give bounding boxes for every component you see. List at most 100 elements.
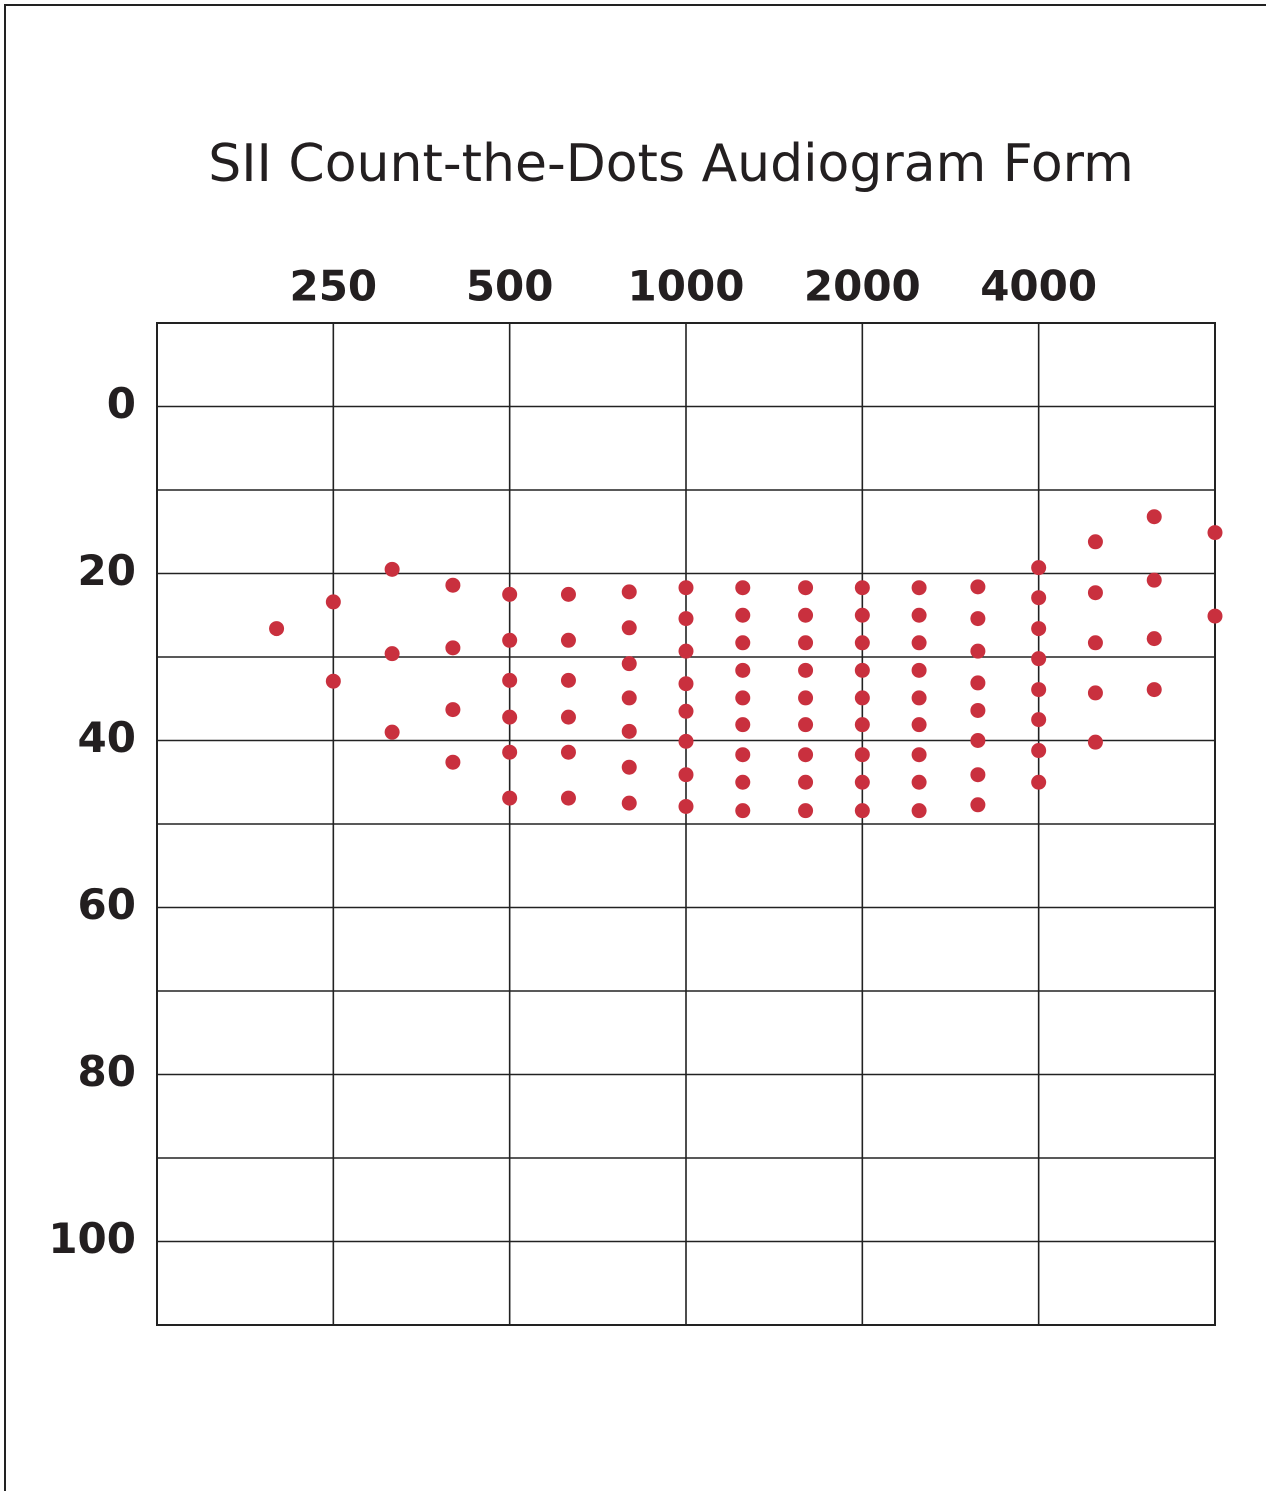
dot xyxy=(854,747,870,763)
dot xyxy=(678,611,694,627)
dot xyxy=(854,580,870,596)
dot xyxy=(854,803,870,819)
dot xyxy=(678,703,694,719)
dot xyxy=(445,577,461,593)
chart-title: SII Count-the-Dots Audiogram Form xyxy=(208,134,1134,194)
dot xyxy=(854,662,870,678)
dot xyxy=(502,709,518,725)
dot xyxy=(560,744,576,760)
dot xyxy=(735,803,751,819)
dot xyxy=(970,579,986,595)
dot xyxy=(445,754,461,770)
dot xyxy=(384,561,400,577)
dot xyxy=(1031,560,1047,576)
dot xyxy=(325,673,341,689)
dot xyxy=(911,635,927,651)
dot xyxy=(678,733,694,749)
dot xyxy=(560,790,576,806)
dot xyxy=(911,747,927,763)
dot xyxy=(854,774,870,790)
y-tick-label: 0 xyxy=(107,379,136,428)
dot xyxy=(445,640,461,656)
dot xyxy=(678,798,694,814)
dot xyxy=(970,611,986,627)
dot xyxy=(1146,509,1162,525)
y-tick-label: 60 xyxy=(78,880,136,929)
y-tick-label: 100 xyxy=(48,1214,136,1263)
dot xyxy=(1087,734,1103,750)
dot xyxy=(1031,743,1047,759)
dot xyxy=(1031,621,1047,637)
dot xyxy=(970,733,986,748)
dot xyxy=(911,662,927,678)
dot xyxy=(911,774,927,790)
dot xyxy=(502,672,518,688)
dot xyxy=(911,607,927,623)
dot xyxy=(798,662,814,678)
dot xyxy=(854,690,870,706)
dot xyxy=(1087,635,1103,651)
dot xyxy=(1031,774,1047,790)
dot xyxy=(1146,682,1162,698)
dot xyxy=(1207,608,1223,624)
dot xyxy=(1031,712,1047,728)
dot xyxy=(798,774,814,790)
dot xyxy=(1146,631,1162,647)
dot xyxy=(911,690,927,706)
dot xyxy=(1087,534,1103,550)
dot xyxy=(621,584,637,600)
dot xyxy=(854,717,870,733)
dot xyxy=(1031,651,1047,667)
dot xyxy=(970,643,986,659)
x-tick-label: 500 xyxy=(466,262,554,311)
dot xyxy=(970,797,986,813)
y-tick-label: 80 xyxy=(78,1047,136,1096)
dot xyxy=(502,586,518,602)
dot xyxy=(970,675,986,691)
dot xyxy=(1031,682,1047,698)
dot xyxy=(798,635,814,651)
dot xyxy=(735,580,751,596)
y-tick-label: 40 xyxy=(78,713,136,762)
dot xyxy=(1087,685,1103,701)
dot xyxy=(854,635,870,651)
y-tick-label: 20 xyxy=(78,546,136,595)
dot xyxy=(1031,590,1047,606)
dot xyxy=(269,621,285,637)
dot xyxy=(798,717,814,733)
dot xyxy=(621,620,637,636)
dot xyxy=(1146,572,1162,588)
x-tick-label: 1000 xyxy=(628,262,745,311)
dot xyxy=(911,580,927,596)
dot xyxy=(970,702,986,718)
dot xyxy=(502,790,518,806)
dot xyxy=(560,709,576,725)
x-tick-label: 250 xyxy=(289,262,377,311)
dot xyxy=(678,643,694,659)
dot xyxy=(560,672,576,688)
dot xyxy=(798,607,814,623)
dot xyxy=(384,724,400,740)
dot xyxy=(798,803,814,819)
dot xyxy=(735,774,751,790)
dot xyxy=(970,767,986,783)
x-tick-label: 2000 xyxy=(804,262,921,311)
dot xyxy=(735,662,751,678)
dot xyxy=(798,690,814,706)
dot xyxy=(325,594,341,610)
dot xyxy=(560,586,576,602)
dot xyxy=(798,747,814,763)
dot xyxy=(735,690,751,706)
dot xyxy=(678,767,694,783)
dot xyxy=(911,803,927,819)
dot xyxy=(911,717,927,733)
dot xyxy=(735,607,751,623)
dot xyxy=(735,747,751,763)
dot xyxy=(621,656,637,672)
dot xyxy=(854,607,870,623)
dot xyxy=(621,795,637,811)
dot xyxy=(735,717,751,733)
dot xyxy=(798,580,814,596)
